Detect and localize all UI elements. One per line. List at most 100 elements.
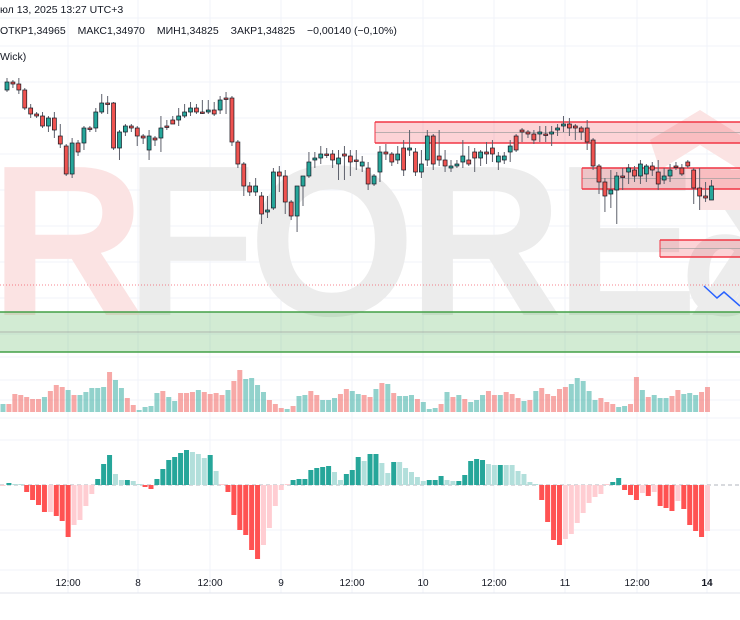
volume-bar xyxy=(367,397,373,412)
low-value: 1,34825 xyxy=(180,25,219,37)
oscillator-bar xyxy=(361,461,367,485)
volume-bar xyxy=(83,392,89,412)
candle xyxy=(271,168,276,210)
oscillator-bar xyxy=(47,485,53,512)
oscillator-bar xyxy=(160,469,166,485)
volume-bar xyxy=(189,392,195,412)
volume-bar xyxy=(337,394,343,412)
oscillator-bar xyxy=(107,455,113,485)
oscillator-bar xyxy=(320,467,326,485)
volume-bar xyxy=(237,370,243,412)
oscillator-bar xyxy=(314,468,320,485)
oscillator-bar xyxy=(237,485,243,530)
time-axis-label: 12:00 xyxy=(481,578,507,589)
candle xyxy=(590,138,596,170)
oscillator-bar xyxy=(604,484,610,485)
oscillator-bar xyxy=(184,450,190,485)
candle xyxy=(105,96,110,114)
volume-bar xyxy=(95,388,101,412)
volume-bar xyxy=(497,395,503,412)
oscillator-bar xyxy=(485,464,491,485)
candle xyxy=(134,126,140,146)
indicator-legend[interactable]: Wick) xyxy=(0,51,26,63)
volume-bar xyxy=(562,387,568,412)
candle xyxy=(608,170,614,208)
volume-bar xyxy=(480,395,486,412)
candle xyxy=(194,104,199,114)
candle xyxy=(318,146,324,164)
volume-bar xyxy=(568,384,574,412)
candle xyxy=(620,168,626,190)
supply-zone[interactable] xyxy=(659,239,740,258)
candle xyxy=(188,102,193,116)
volume-bar xyxy=(278,408,284,412)
oscillator-bar xyxy=(30,485,36,500)
oscillator-bar xyxy=(6,483,12,485)
volume-bar xyxy=(355,394,361,412)
oscillator-bar xyxy=(568,485,574,534)
oscillator-bar xyxy=(349,470,355,485)
candle xyxy=(407,130,412,156)
volume-bar xyxy=(556,389,562,412)
oscillator-bar xyxy=(533,484,539,485)
volume-bar xyxy=(18,395,24,412)
oscillator-bar xyxy=(278,485,284,490)
candle xyxy=(93,108,99,132)
candle xyxy=(288,200,294,220)
oscillator-bar xyxy=(539,485,545,500)
oscillator-bar xyxy=(326,466,332,485)
volume-bar xyxy=(71,395,77,412)
volume-bar xyxy=(693,395,699,412)
volume-bar xyxy=(255,385,261,412)
candle xyxy=(81,126,87,150)
candle xyxy=(578,126,584,140)
candle xyxy=(99,94,105,114)
volume-bar xyxy=(663,398,669,412)
candle xyxy=(182,104,187,118)
volume-bar xyxy=(65,390,71,412)
volume-bar xyxy=(47,391,53,412)
volume-bar xyxy=(592,400,598,412)
demand-zone[interactable] xyxy=(0,311,740,353)
candle xyxy=(655,160,661,190)
indicator-label: Wick) xyxy=(0,51,27,63)
oscillator-bar xyxy=(95,479,101,485)
oscillator-bar xyxy=(610,482,616,485)
candle xyxy=(75,140,81,156)
date-text: юл 13, 2025 13:27 UTC+3 xyxy=(0,4,124,16)
candle xyxy=(241,162,247,196)
volume-bar xyxy=(160,391,166,412)
candle xyxy=(294,185,300,232)
oscillator-bar xyxy=(450,481,456,485)
volume-bar xyxy=(462,399,468,412)
oscillator-bar xyxy=(687,485,693,525)
candle xyxy=(247,182,253,196)
oscillator-bar xyxy=(59,485,65,521)
oscillator-bar xyxy=(622,485,628,490)
time-axis-label: 12:00 xyxy=(55,578,81,589)
candle xyxy=(282,170,288,214)
oscillator-bar xyxy=(628,485,634,495)
volume-bar xyxy=(657,398,663,412)
oscillator-bar xyxy=(509,465,515,485)
svg-text:R: R xyxy=(0,120,141,361)
candle xyxy=(265,196,270,218)
oscillator-bar xyxy=(53,485,59,516)
time-axis-label: 12:00 xyxy=(339,578,365,589)
candle xyxy=(709,180,714,201)
volume-bar xyxy=(604,402,610,412)
volume-bar xyxy=(260,392,266,412)
oscillator-bar xyxy=(83,485,89,506)
volume-bar xyxy=(515,398,521,412)
candle xyxy=(336,150,341,180)
candle xyxy=(584,120,590,150)
oscillator-bar xyxy=(651,485,657,492)
candle xyxy=(596,164,602,194)
volume-bar xyxy=(41,397,47,412)
supply-demand-zones xyxy=(0,121,740,353)
volume-bar xyxy=(474,400,480,412)
oscillator-bar xyxy=(432,480,438,485)
oscillator-bar xyxy=(219,484,225,485)
oscillator-bar xyxy=(0,485,6,486)
